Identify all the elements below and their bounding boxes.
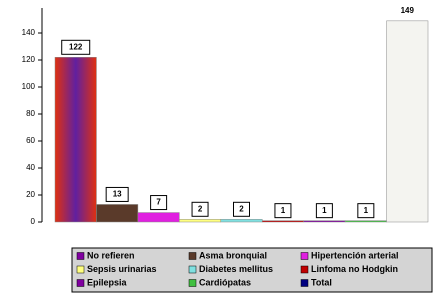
- legend-marker: [76, 265, 85, 274]
- legend-label: Epilepsia: [87, 277, 128, 287]
- legend-box: [71, 247, 433, 293]
- legend-marker: [76, 279, 85, 287]
- legend-marker: [300, 265, 309, 274]
- value-label: 13: [113, 190, 122, 199]
- bar: [54, 57, 97, 223]
- legend-label: Linfoma no Hodgkin: [311, 264, 398, 274]
- legend: No refieren Asma bronquial Hipertención ar…: [76, 250, 399, 287]
- bar: [96, 204, 139, 223]
- y-tick-label: 120: [22, 55, 36, 64]
- y-tick-label: 40: [26, 163, 35, 172]
- value-label: 7: [156, 198, 161, 207]
- value-label: 1: [364, 206, 369, 215]
- bar: [344, 220, 387, 223]
- legend-marker: [188, 252, 197, 260]
- legend-label: Cardiópatas: [199, 277, 251, 287]
- legend-marker: [300, 252, 309, 260]
- value-label-box: [274, 203, 292, 219]
- value-label-box: [150, 195, 168, 211]
- legend-label: Hipertención arterial: [311, 250, 399, 260]
- legend-marker: [188, 265, 197, 274]
- bar: [137, 212, 180, 223]
- legend-label: Asma bronquial: [199, 250, 267, 260]
- value-label: 149: [401, 6, 415, 15]
- value-label-box: [105, 186, 129, 202]
- y-tick-label: 20: [26, 190, 35, 199]
- legend-marker: [76, 252, 85, 260]
- value-label: 122: [69, 42, 83, 51]
- bar: [220, 219, 263, 223]
- value-label: 1: [322, 206, 327, 215]
- bar: [303, 220, 346, 223]
- value-label-box: [315, 203, 333, 219]
- bar: [386, 20, 429, 223]
- value-label-box: [191, 201, 209, 217]
- y-tick-label: 100: [22, 82, 36, 91]
- legend-label: No refieren: [87, 250, 135, 260]
- value-label-box: [61, 39, 91, 55]
- bar: [179, 219, 222, 223]
- legend-label: Diabetes mellitus: [199, 264, 273, 274]
- legend-marker: [188, 279, 197, 287]
- bar: [261, 220, 304, 223]
- value-label-box: [233, 201, 250, 217]
- value-label: 2: [198, 204, 203, 213]
- value-label: 2: [239, 204, 244, 213]
- legend-label: Sepsis urinarias: [87, 264, 157, 274]
- legend-label: Total: [311, 277, 332, 287]
- legend-marker: [300, 279, 309, 287]
- y-tick-label: 0: [31, 217, 36, 226]
- value-label: 1: [281, 206, 286, 215]
- y-tick-label: 60: [26, 136, 35, 145]
- y-tick-label: 80: [26, 109, 35, 118]
- value-label-box: [357, 203, 375, 219]
- y-tick-label: 140: [22, 28, 36, 37]
